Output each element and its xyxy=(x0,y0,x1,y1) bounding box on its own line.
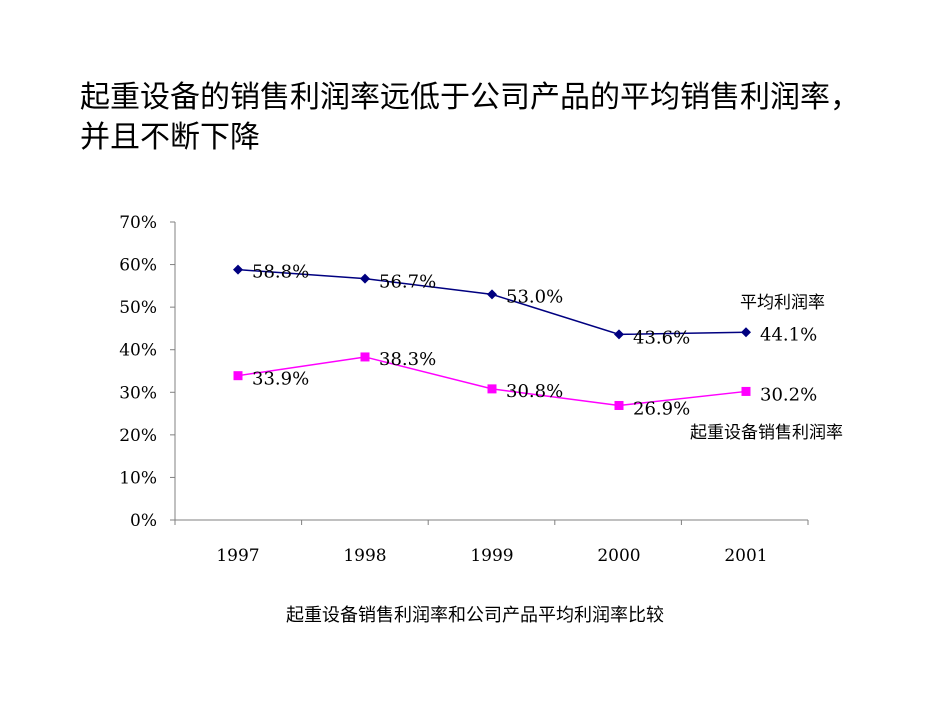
data-point-square xyxy=(741,386,751,396)
x-tick-label: 1998 xyxy=(343,546,386,566)
data-point-diamond xyxy=(233,264,243,275)
x-tick-label: 1997 xyxy=(216,546,259,566)
y-tick-label: 40% xyxy=(119,341,157,361)
data-point-square xyxy=(233,371,243,381)
headline-line-2: 并且不断下降 xyxy=(80,120,260,155)
page-headline: 起重设备的销售利润率远低于公司产品的平均销售利润率， 并且不断下降 xyxy=(80,78,920,158)
x-tick-label: 2001 xyxy=(724,546,767,566)
data-label: 30.2% xyxy=(760,384,817,405)
data-label: 44.1% xyxy=(760,324,817,345)
data-point-square xyxy=(487,384,497,394)
data-label: 26.9% xyxy=(633,398,690,419)
data-point-square xyxy=(614,400,624,410)
data-label: 38.3% xyxy=(379,349,436,370)
data-point-square xyxy=(360,352,370,362)
data-label: 30.8% xyxy=(506,381,563,402)
series-line xyxy=(237,268,747,336)
data-label: 58.8% xyxy=(252,262,309,283)
data-point-diamond xyxy=(360,273,370,284)
headline-line-1: 起重设备的销售利润率远低于公司产品的平均销售利润率， xyxy=(80,80,860,115)
data-point-diamond xyxy=(614,329,624,340)
x-tick-label: 2000 xyxy=(597,546,640,566)
data-point-diamond xyxy=(487,289,497,300)
y-tick-label: 10% xyxy=(119,468,157,488)
data-label: 56.7% xyxy=(379,272,436,293)
y-tick-label: 70% xyxy=(119,213,157,233)
y-tick-label: 0% xyxy=(130,511,157,531)
data-point-diamond xyxy=(741,327,751,338)
data-label: 43.6% xyxy=(633,327,690,348)
series-name-label: 起重设备销售利润率 xyxy=(690,423,843,443)
y-tick-label: 50% xyxy=(119,298,157,318)
y-tick-label: 30% xyxy=(119,383,157,403)
series-name-label: 平均利润率 xyxy=(740,293,825,313)
y-tick-label: 20% xyxy=(119,426,157,446)
y-tick-label: 60% xyxy=(119,256,157,276)
chart-caption: 起重设备销售利润率和公司产品平均利润率比较 xyxy=(286,605,664,626)
x-tick-label: 1999 xyxy=(470,546,513,566)
data-label: 53.0% xyxy=(506,286,563,307)
data-label: 33.9% xyxy=(252,369,309,390)
